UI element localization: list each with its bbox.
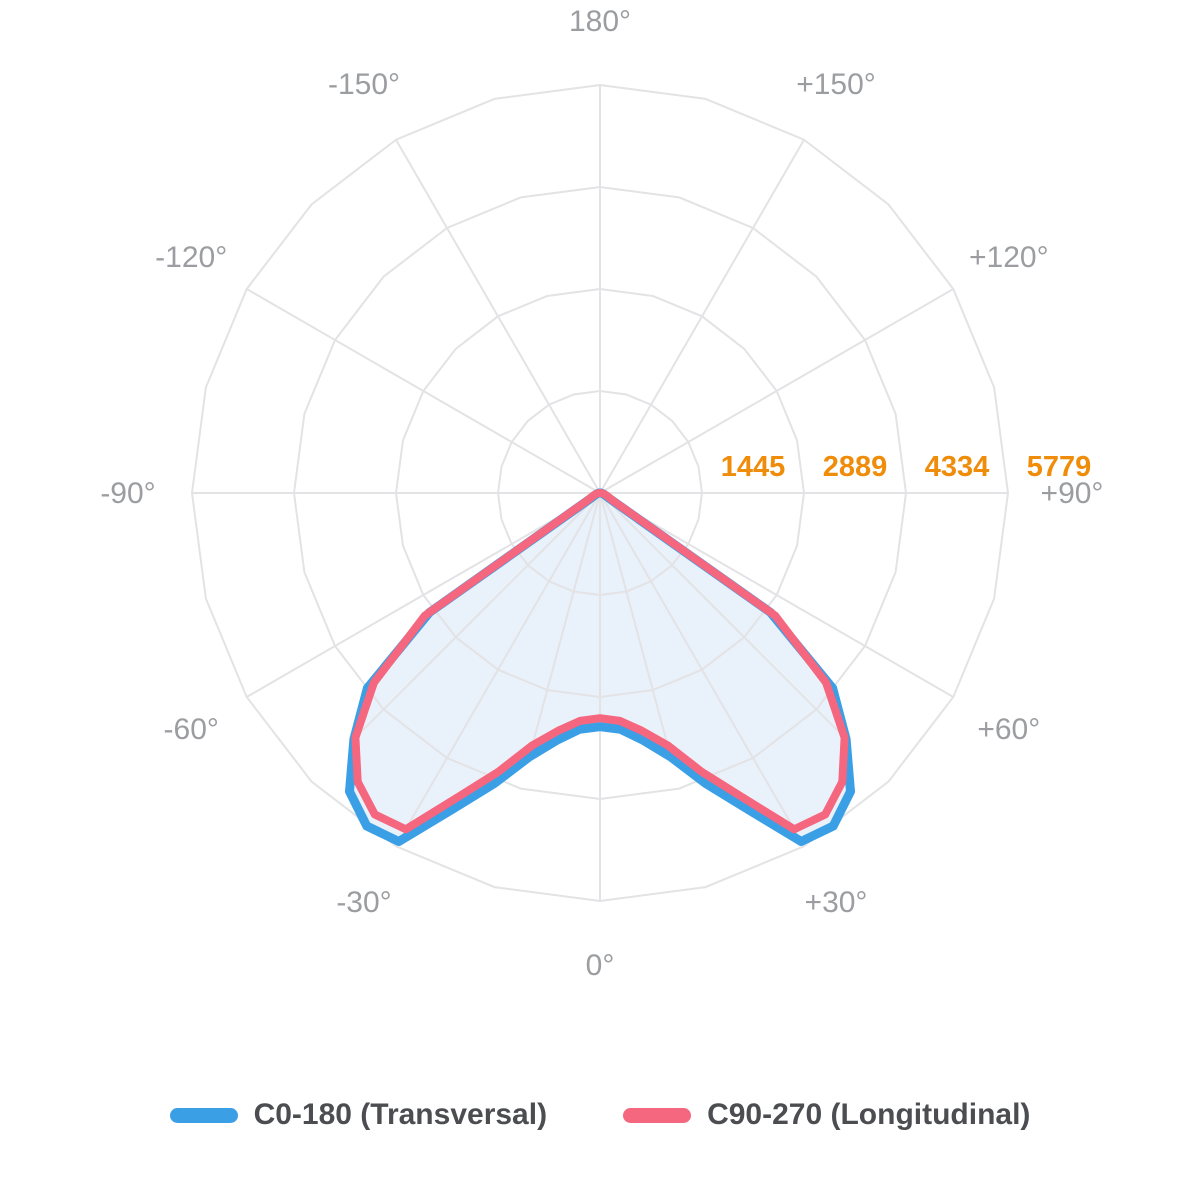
radial-tick-label: 1445 bbox=[721, 451, 786, 483]
legend-item-c0-180[interactable]: C0-180 (Transversal) bbox=[169, 1098, 548, 1132]
legend-item-c90-270[interactable]: C90-270 (Longitudinal) bbox=[623, 1098, 1030, 1132]
polar-grid bbox=[190, 83, 1010, 903]
angle-label: +120° bbox=[969, 241, 1049, 274]
angle-label: +60° bbox=[977, 713, 1040, 746]
angle-labels: 0° +30° +60° +90° +120° +150° 180° -30° -60° -90°… bbox=[100, 5, 1103, 982]
angle-label: -150° bbox=[328, 68, 400, 101]
radial-tick-label: 4334 bbox=[925, 451, 990, 483]
angle-label: +150° bbox=[796, 68, 876, 101]
angle-label: +90° bbox=[1041, 477, 1104, 510]
angle-label: 0° bbox=[586, 949, 615, 982]
grid-spoke-major bbox=[395, 492, 601, 847]
series-line-c90-270 bbox=[351, 489, 849, 834]
grid-spoke-major bbox=[599, 492, 954, 698]
legend-label-c0-180: C0-180 (Transversal) bbox=[253, 1098, 548, 1131]
legend-swatch-c90-270 bbox=[623, 1107, 692, 1123]
grid-spoke-major bbox=[599, 139, 805, 494]
radial-tick-label: 5779 bbox=[1027, 451, 1092, 483]
grid-spoke-major bbox=[395, 139, 601, 494]
angle-label: -60° bbox=[164, 713, 219, 746]
grid-spoke-major bbox=[599, 492, 805, 847]
grid-spoke-major bbox=[599, 288, 954, 494]
legend-swatch-c0-180 bbox=[169, 1107, 238, 1123]
angle-label: 180° bbox=[569, 5, 631, 38]
radial-tick-label: 2889 bbox=[823, 451, 888, 483]
angle-label: -90° bbox=[100, 477, 155, 510]
angle-label: +30° bbox=[805, 886, 868, 919]
chart-legend: C0-180 (Transversal) C90-270 (Longitudin… bbox=[0, 1098, 1200, 1132]
grid-spoke-major bbox=[246, 288, 601, 494]
radial-tick-labels: 1445 2889 4334 5779 bbox=[721, 451, 1092, 483]
grid-spoke-major bbox=[246, 492, 601, 698]
angle-label: -30° bbox=[336, 886, 391, 919]
angle-label: -120° bbox=[155, 241, 227, 274]
legend-label-c90-270: C90-270 (Longitudinal) bbox=[707, 1098, 1031, 1131]
